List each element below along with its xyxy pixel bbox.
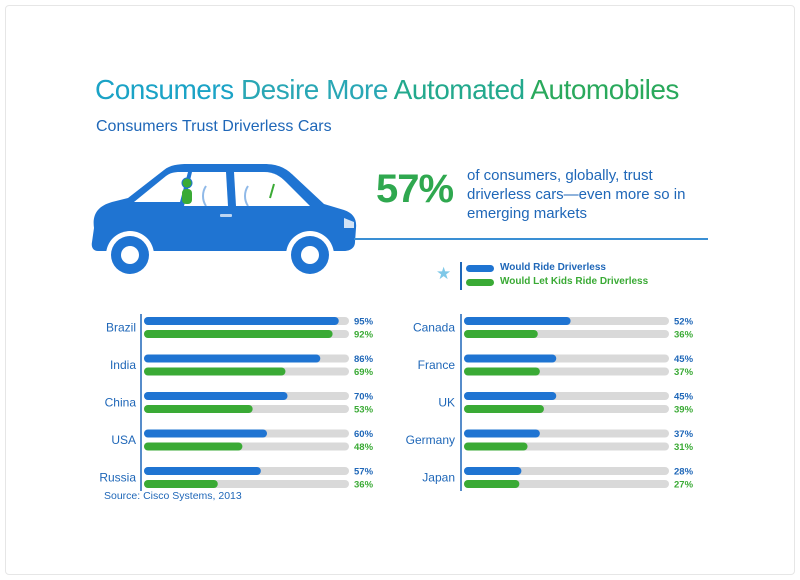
bar-kids-france bbox=[464, 367, 540, 376]
bar-ride-france bbox=[464, 354, 557, 363]
value-label-ride-russia: 57% bbox=[354, 467, 374, 478]
value-label-ride-india: 86% bbox=[354, 354, 374, 365]
legend-swatch-kids bbox=[466, 279, 494, 286]
bar-ride-india bbox=[144, 354, 321, 363]
bar-ride-uk bbox=[464, 392, 557, 400]
country-label-japan: Japan bbox=[422, 471, 455, 485]
bar-ride-brazil bbox=[144, 317, 339, 325]
country-label-uk: UK bbox=[438, 396, 455, 410]
value-label-ride-canada: 52% bbox=[674, 317, 694, 328]
bar-kids-india bbox=[144, 367, 286, 376]
value-label-kids-russia: 36% bbox=[354, 480, 374, 491]
legend-divider bbox=[460, 262, 462, 290]
bar-ride-canada bbox=[464, 317, 571, 325]
value-label-kids-germany: 31% bbox=[674, 442, 694, 453]
value-label-ride-uk: 45% bbox=[674, 392, 694, 403]
bar-ride-japan bbox=[464, 467, 522, 475]
bar-kids-canada bbox=[464, 330, 538, 338]
title-word-4: Automobiles bbox=[530, 74, 679, 105]
country-label-usa: USA bbox=[111, 433, 136, 447]
country-label-brazil: Brazil bbox=[106, 321, 136, 335]
country-label-france: France bbox=[418, 358, 456, 372]
bar-ride-russia bbox=[144, 467, 261, 475]
value-label-kids-uk: 39% bbox=[674, 405, 694, 416]
country-label-india: India bbox=[110, 358, 136, 372]
value-label-ride-china: 70% bbox=[354, 392, 374, 403]
bar-kids-uk bbox=[464, 405, 544, 413]
page-subtitle: Consumers Trust Driverless Cars bbox=[96, 118, 332, 135]
divider-line bbox=[354, 238, 708, 240]
value-label-ride-germany: 37% bbox=[674, 429, 694, 440]
value-label-ride-japan: 28% bbox=[674, 467, 694, 478]
title-word-1: Consumers bbox=[95, 74, 234, 105]
legend-label-kids: Would Let Kids Ride Driverless bbox=[500, 276, 649, 287]
value-label-kids-canada: 36% bbox=[674, 330, 694, 341]
car-icon bbox=[88, 158, 358, 287]
bar-kids-russia bbox=[144, 480, 218, 488]
country-label-germany: Germany bbox=[406, 433, 455, 447]
value-label-kids-japan: 27% bbox=[674, 480, 694, 491]
stat-value: 57% bbox=[376, 167, 454, 211]
bar-kids-germany bbox=[464, 442, 528, 451]
value-label-ride-brazil: 95% bbox=[354, 317, 374, 328]
value-label-kids-france: 37% bbox=[674, 367, 694, 378]
bar-kids-brazil bbox=[144, 330, 333, 338]
bar-kids-usa bbox=[144, 442, 243, 451]
country-label-china: China bbox=[105, 396, 137, 410]
title-word-2: Desire More bbox=[240, 74, 388, 105]
country-label-canada: Canada bbox=[413, 321, 455, 335]
value-label-kids-india: 69% bbox=[354, 367, 374, 378]
country-label-russia: Russia bbox=[99, 471, 136, 485]
legend-label-ride: Would Ride Driverless bbox=[500, 262, 606, 273]
bar-ride-usa bbox=[144, 429, 267, 438]
star-icon: ★ bbox=[436, 264, 452, 283]
bar-kids-china bbox=[144, 405, 253, 413]
source-note: Source: Cisco Systems, 2013 bbox=[104, 490, 242, 502]
page-title: Consumers Desire More Automated Automobi… bbox=[95, 74, 679, 106]
title-word-3: Automated bbox=[393, 74, 525, 105]
value-label-ride-usa: 60% bbox=[354, 429, 374, 440]
bar-ride-germany bbox=[464, 429, 540, 438]
value-label-kids-usa: 48% bbox=[354, 442, 374, 453]
bar-kids-japan bbox=[464, 480, 520, 488]
value-label-kids-china: 53% bbox=[354, 405, 374, 416]
stat-description: of consumers, globally, trust driverless… bbox=[467, 167, 686, 222]
value-label-kids-brazil: 92% bbox=[354, 330, 374, 341]
value-label-ride-france: 45% bbox=[674, 354, 694, 365]
bar-ride-china bbox=[144, 392, 288, 400]
legend-swatch-ride bbox=[466, 265, 494, 272]
